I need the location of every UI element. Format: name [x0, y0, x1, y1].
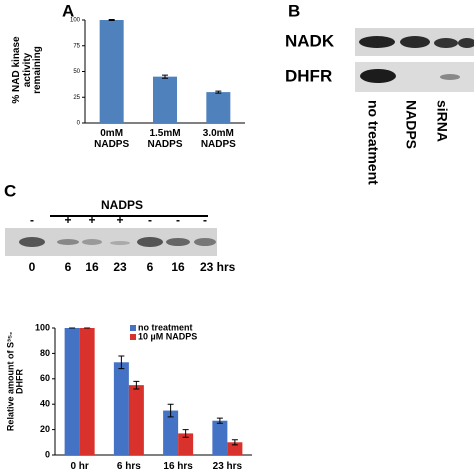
error-bar	[108, 18, 115, 22]
error-bar	[215, 90, 222, 94]
bar	[79, 328, 95, 455]
y-tick-label: 100	[70, 18, 81, 24]
lane-sign: +	[88, 213, 95, 227]
lane-label: NADPS	[403, 100, 419, 149]
error-bar	[133, 380, 140, 390]
bar	[227, 442, 243, 455]
panel-label: B	[288, 1, 300, 20]
lane-sign: -	[176, 213, 180, 227]
y-tick-label: 50	[73, 69, 80, 75]
y-axis-label: % NAD kinase activity remaining	[11, 36, 43, 104]
lane-time: 16	[85, 260, 99, 274]
legend-label: no treatment	[138, 322, 193, 332]
bar	[178, 433, 194, 455]
x-tick-label: 23 hrs	[212, 461, 243, 472]
lane-sign: +	[64, 213, 71, 227]
error-bar	[118, 355, 125, 370]
panel-label: C	[4, 181, 16, 200]
bar	[206, 92, 231, 123]
bar	[128, 385, 144, 455]
blot-row-label: DHFR	[285, 66, 332, 85]
error-bar	[162, 74, 168, 79]
bar	[113, 362, 129, 455]
band	[359, 36, 395, 48]
band	[434, 38, 458, 48]
x-tick-label: 16 hrs	[163, 461, 193, 472]
bar	[153, 76, 177, 123]
x-tick-label: 3.0mM NADPS	[200, 128, 236, 150]
y-tick-label: 25	[73, 95, 80, 101]
legend-swatch	[130, 325, 136, 331]
y-tick-label: 80	[40, 348, 50, 358]
x-tick-label: 6 hrs	[116, 461, 141, 472]
y-tick-label: 100	[35, 322, 50, 332]
bar	[212, 420, 228, 455]
y-axis-label: Relative amount of S³⁵-DHFR	[5, 331, 25, 432]
blot-row-label: NADK	[285, 31, 335, 50]
y-tick-label: 0	[45, 449, 50, 459]
legend-swatch	[130, 334, 136, 340]
bar	[163, 410, 179, 455]
lane-time: 6	[147, 260, 154, 274]
x-tick-label: 0 hr	[70, 461, 89, 472]
y-tick-label: 75	[73, 43, 80, 49]
lane-time: 16	[171, 260, 185, 274]
band	[458, 38, 474, 48]
group-label: NADPS	[101, 198, 143, 212]
lane-time: 23	[113, 260, 127, 274]
panel-label: A	[62, 1, 74, 20]
bar	[99, 20, 124, 123]
lane-time: 0	[29, 260, 36, 274]
lane-label: no treatment	[365, 100, 381, 185]
x-tick-label: 1.5mM NADPS	[147, 128, 183, 150]
band	[360, 69, 396, 83]
y-tick-label: 0	[77, 121, 81, 127]
band	[400, 36, 430, 48]
band	[440, 74, 460, 80]
lane-sign: -	[203, 213, 207, 227]
legend-label: 10 µM NADPS	[138, 331, 197, 341]
error-bar	[167, 403, 174, 418]
y-tick-label: 20	[40, 424, 50, 434]
lane-time: 6	[65, 260, 72, 274]
error-bar	[231, 439, 238, 446]
lane-time: 23 hrs	[200, 260, 236, 274]
y-tick-label: 40	[40, 399, 50, 409]
error-bar	[182, 429, 189, 438]
lane-sign: +	[116, 213, 123, 227]
bands	[19, 237, 216, 247]
x-tick-label: 0mM NADPS	[94, 128, 130, 150]
error-bar	[216, 417, 223, 424]
lane-sign: -	[148, 213, 152, 227]
bar	[64, 328, 80, 455]
y-tick-label: 60	[40, 373, 50, 383]
lane-sign: -	[30, 213, 34, 227]
lane-label: siRNA	[434, 100, 450, 142]
